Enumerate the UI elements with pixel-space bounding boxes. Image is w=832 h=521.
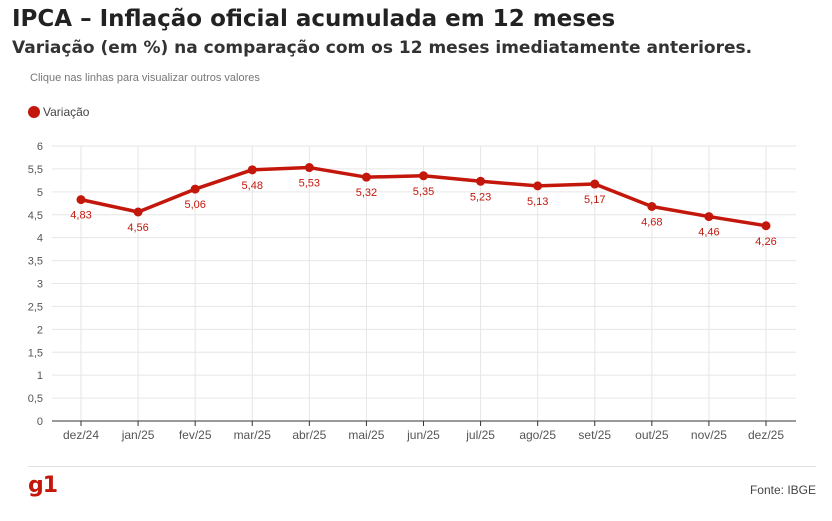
data-label: 5,17 — [584, 194, 605, 206]
data-label: 4,68 — [641, 217, 662, 229]
x-tick-label: nov/25 — [691, 428, 727, 442]
data-point — [133, 207, 143, 217]
x-tick-label: set/25 — [578, 428, 611, 442]
data-label: 4,26 — [755, 236, 776, 248]
data-point — [704, 212, 714, 222]
data-point — [647, 202, 657, 211]
x-tick-label: dez/24 — [63, 428, 99, 442]
data-point — [590, 179, 600, 189]
data-label: 5,35 — [413, 186, 434, 198]
y-tick-label: 3,5 — [28, 256, 43, 268]
grid-lines — [52, 145, 796, 421]
chart-title: IPCA – Inflação oficial acumulada em 12 … — [12, 6, 616, 32]
footer-divider — [28, 466, 816, 467]
x-axis-ticks: dez/24 jan/25 fev/25 mar/25 abr/25 mai/25 jun/… — [52, 420, 796, 442]
data-point — [419, 171, 428, 181]
x-tick-label: jul/25 — [465, 428, 495, 442]
x-tick-label: abr/25 — [292, 428, 326, 442]
data-labels: 4,83 4,56 5,06 5,48 5,53 5,32 5,35 5,23 5,13 5,17… — [70, 178, 776, 248]
legend-marker — [28, 106, 40, 118]
y-tick-label: 1,5 — [28, 347, 43, 359]
x-tick-label: out/25 — [635, 428, 669, 442]
legend-item-variacao[interactable]: Variação — [28, 105, 89, 119]
data-point — [247, 165, 257, 175]
data-label: 5,13 — [527, 196, 548, 208]
data-label: 4,83 — [70, 210, 91, 222]
x-tick-label: dez/25 — [748, 428, 784, 442]
data-label: 5,53 — [299, 178, 320, 190]
data-point — [476, 176, 486, 186]
data-label: 5,23 — [470, 191, 491, 203]
y-axis-ticks: 0 0,5 1 1,5 2 2,5 3 3,5 4 4,5 5 5,5 6 — [28, 141, 43, 428]
data-point — [304, 163, 314, 173]
series-variacao[interactable] — [76, 163, 771, 231]
y-tick-label: 1 — [37, 370, 43, 382]
data-point — [533, 181, 543, 191]
y-tick-label: 5 — [37, 187, 43, 199]
y-tick-label: 0 — [37, 416, 43, 428]
y-tick-label: 3 — [37, 279, 43, 291]
data-label: 4,56 — [127, 222, 148, 234]
y-tick-label: 2,5 — [28, 301, 43, 313]
y-tick-label: 4,5 — [28, 210, 43, 222]
chart-subtitle: Variação (em %) na comparação com os 12 … — [12, 38, 753, 58]
data-label: 5,32 — [356, 187, 377, 199]
x-tick-label: mai/25 — [348, 428, 384, 442]
data-point — [76, 195, 86, 205]
line-chart: 0 0,5 1 1,5 2 2,5 3 3,5 4 4,5 5 5,5 6 dez/24 jan/25 fe… — [28, 141, 796, 442]
x-tick-label: jan/25 — [121, 428, 155, 442]
data-label: 5,06 — [184, 199, 205, 211]
data-point — [361, 172, 371, 182]
interaction-hint: Clique nas linhas para visualizar outros… — [30, 72, 260, 84]
x-tick-label: mar/25 — [234, 428, 272, 442]
x-tick-label: jun/25 — [406, 428, 440, 442]
data-point — [761, 221, 771, 231]
x-tick-label: ago/25 — [519, 428, 556, 442]
y-tick-label: 6 — [37, 141, 43, 153]
legend-label: Variação — [43, 105, 90, 119]
data-label: 5,48 — [242, 180, 263, 192]
source-note: Fonte: IBGE — [749, 483, 816, 497]
y-tick-label: 0,5 — [28, 393, 43, 405]
g1-logo: g1 — [28, 473, 58, 498]
x-tick-label: fev/25 — [179, 428, 212, 442]
y-tick-label: 5,5 — [28, 164, 43, 176]
y-tick-label: 2 — [37, 324, 43, 336]
data-point — [190, 184, 200, 194]
data-label: 4,46 — [698, 227, 719, 239]
y-tick-label: 4 — [37, 233, 43, 245]
